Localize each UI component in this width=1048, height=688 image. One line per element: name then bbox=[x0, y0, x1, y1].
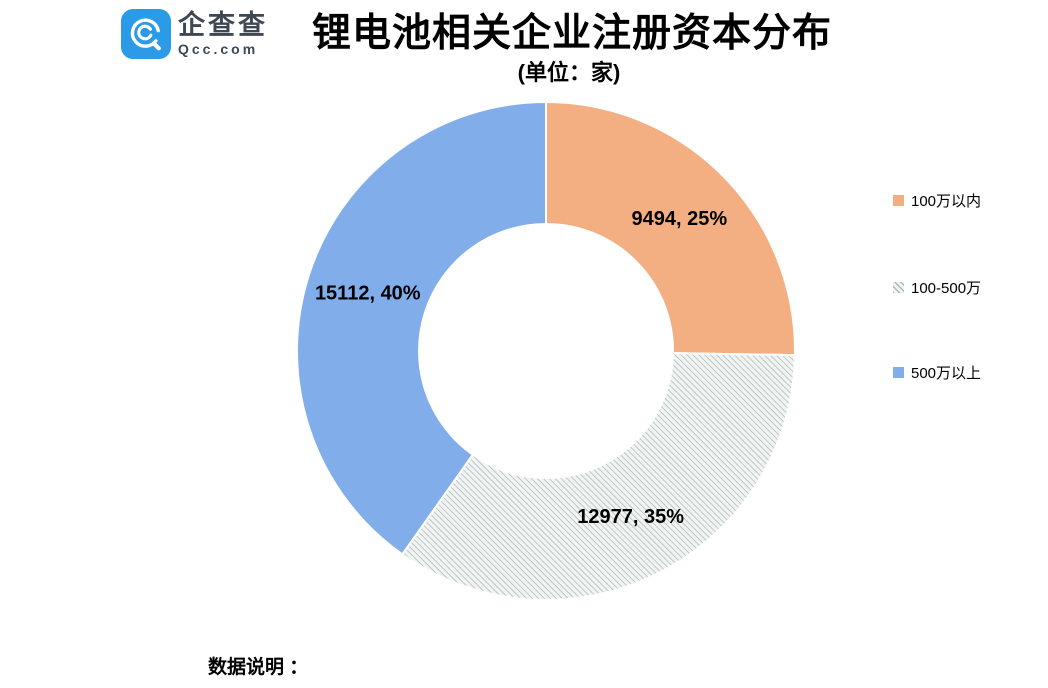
data-notes: 数据说明 ： 1、仅统计企业名、产品、经营范围含“锂电池”的在业存续企业 2、统… bbox=[208, 598, 732, 688]
donut-slice-labels: 9494, 25% 12977, 35% 15112, 40% bbox=[315, 208, 727, 528]
legend-item-100w-500w: 100-500万 bbox=[893, 277, 981, 297]
legend-label: 500万以上 bbox=[911, 364, 982, 382]
legend-swatch-under-100w bbox=[893, 194, 904, 206]
brand-text: 企查查 Qcc.com bbox=[178, 11, 268, 57]
qcc-logo: 企查查 Qcc.com bbox=[121, 9, 268, 59]
donut-slice-1 bbox=[400, 352, 796, 601]
legend-label: 100万以内 bbox=[911, 192, 982, 210]
qcc-magnifier-logo-icon bbox=[121, 9, 171, 59]
chart-unit-subtitle: (单位：家) bbox=[517, 60, 621, 85]
legend-label: 100-500万 bbox=[911, 279, 982, 297]
notes-heading: 数据说明 ： bbox=[208, 657, 309, 678]
donut-slice-0 bbox=[545, 100, 796, 357]
legend-item-under-100w: 100万以内 bbox=[893, 190, 981, 210]
page-title: 锂电池相关企业注册资本分布 bbox=[311, 12, 833, 55]
donut-slice-2 bbox=[296, 100, 547, 556]
legend-swatch-100w-500w bbox=[893, 281, 904, 293]
legend-item-over-500w: 500万以上 bbox=[893, 362, 981, 382]
legend-swatch-over-500w bbox=[893, 366, 904, 378]
brand-name-en: Qcc.com bbox=[178, 41, 259, 57]
slice-label-1: 12977, 35% bbox=[577, 506, 684, 528]
slice-label-0: 9494, 25% bbox=[631, 208, 727, 230]
brand-name-cn: 企查查 bbox=[178, 10, 268, 40]
donut-slices bbox=[296, 100, 796, 601]
slice-label-2: 15112, 40% bbox=[315, 283, 421, 305]
